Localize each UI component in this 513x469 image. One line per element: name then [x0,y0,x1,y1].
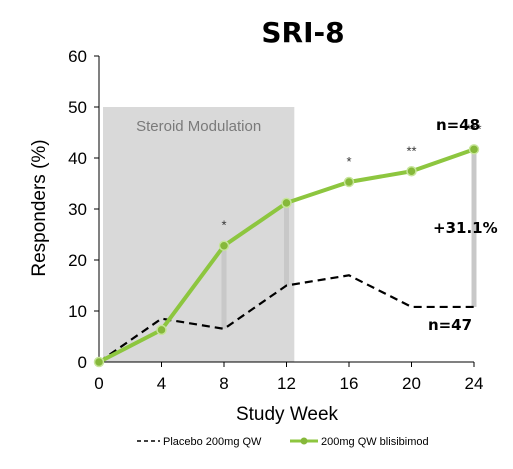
x-tick-label: 4 [157,374,166,393]
data-point-blisibimod [93,356,105,368]
difference-bar [284,202,289,286]
y-axis-label: Responders (%) [29,139,50,276]
difference-bar [221,245,227,329]
chart-title: SRI-8 [261,16,344,49]
significance-label: * [346,154,351,169]
difference-bars [221,149,477,329]
y-tick-label: 0 [78,353,87,372]
y-tick-label: 10 [68,302,87,321]
series-line-placebo [98,274,474,363]
y-tick-label: 50 [68,98,87,117]
x-tick-label: 8 [219,374,228,393]
x-tick-label: 0 [94,374,103,393]
legend-label-blisibimod: 200mg QW blisibimod [321,436,429,448]
data-point-blisibimod [281,197,292,209]
shaded-region-label: Steroid Modulation [136,118,261,135]
n-placebo-label: n=47 [428,316,472,334]
data-point-blisibimod [343,176,355,188]
significance-label: ** [406,143,416,158]
series-group [93,144,480,368]
y-tick-label: 40 [68,149,87,168]
legend-marker-blisibimod [300,437,308,445]
significance-label: *** [466,121,481,136]
significance-labels: ******* [221,121,481,232]
x-axis-label: Study Week [236,404,339,425]
data-point-blisibimod [406,166,417,177]
significance-label: * [221,218,226,233]
shaded-region [103,107,295,362]
legend: Placebo 200mg QW 200mg QW blisibimod [137,436,429,448]
y-tick-label: 20 [68,251,87,270]
y-tick-label: 60 [68,47,87,66]
x-tick-label: 20 [402,374,421,393]
y-tick-label: 30 [68,200,87,219]
difference-label: +31.1% [433,219,498,237]
n-treatment-label: n=48 [436,116,480,134]
data-point-blisibimod [468,144,480,155]
x-tick-label: 24 [465,374,484,393]
data-point-blisibimod [218,240,230,251]
x-tick-label: 16 [340,374,359,393]
shaded-region-group: Steroid Modulation [103,107,295,362]
axes: 0 10 20 30 40 50 60 0 4 8 12 16 20 24 [68,47,483,393]
data-point-blisibimod [156,324,167,336]
legend-label-placebo: Placebo 200mg QW [163,436,262,448]
x-tick-label: 12 [277,374,296,393]
difference-bar [471,149,477,307]
